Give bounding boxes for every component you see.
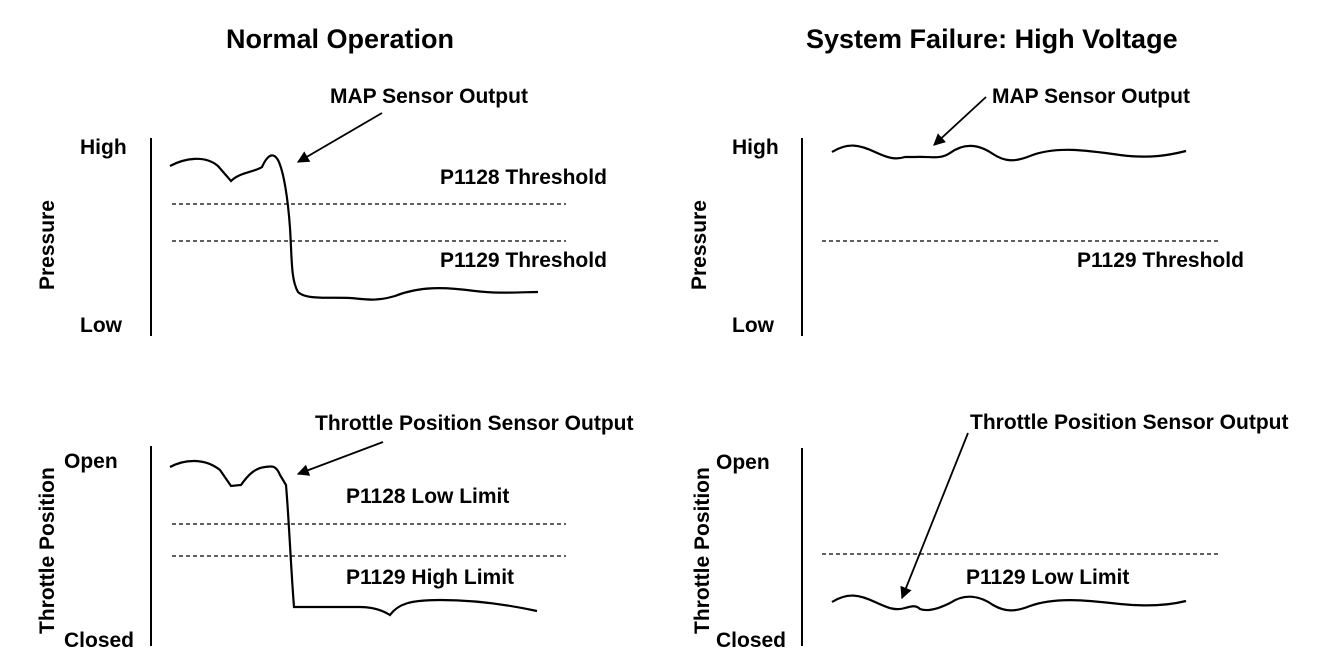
- map-sensor-curve-failure: [831, 144, 1187, 162]
- pressure-axis-title-left: Pressure: [36, 200, 59, 290]
- pressure-high-label-left: High: [80, 136, 127, 159]
- throttle-closed-label-right: Closed: [716, 629, 787, 652]
- tps-output-label-left: Throttle Position Sensor Output: [315, 412, 634, 435]
- throttle-axis-title-right: Throttle Position: [691, 467, 714, 634]
- throttle-axis-title-left: Throttle Position: [36, 467, 59, 634]
- tps-arrow-right: [900, 432, 969, 600]
- system-failure-title: System Failure: High Voltage: [806, 24, 1178, 54]
- map-sensor-output-label-right: MAP Sensor Output: [992, 85, 1190, 108]
- map-sensor-arrow-right: [933, 96, 987, 146]
- tps-curve-failure: [831, 594, 1187, 612]
- p1129-threshold-label-left: P1129 Threshold: [440, 249, 607, 272]
- throttle-closed-label-left: Closed: [64, 629, 135, 652]
- pressure-high-label-right: High: [732, 136, 779, 159]
- map-sensor-output-label-left: MAP Sensor Output: [330, 85, 528, 108]
- p1129-threshold-label-right: P1129 Threshold: [1077, 249, 1244, 272]
- pressure-low-label-right: Low: [732, 314, 774, 337]
- throttle-open-label-left: Open: [64, 450, 118, 473]
- p1128-low-limit-label: P1128 Low Limit: [346, 485, 510, 508]
- map-sensor-arrow-left: [296, 112, 383, 163]
- pressure-low-label-left: Low: [80, 314, 122, 337]
- pressure-axis-title-right: Pressure: [688, 200, 711, 290]
- normal-operation-title: Normal Operation: [226, 24, 455, 54]
- tps-output-label-right: Throttle Position Sensor Output: [970, 411, 1289, 434]
- tps-curve-normal: [169, 459, 538, 617]
- tps-arrow-left: [296, 441, 384, 476]
- p1129-low-limit-label: P1129 Low Limit: [966, 566, 1130, 589]
- p1129-high-limit-label: P1129 High Limit: [346, 566, 515, 589]
- p1128-threshold-label: P1128 Threshold: [440, 166, 607, 189]
- throttle-open-label-right: Open: [716, 451, 770, 474]
- map-sensor-curve-normal: [169, 154, 539, 301]
